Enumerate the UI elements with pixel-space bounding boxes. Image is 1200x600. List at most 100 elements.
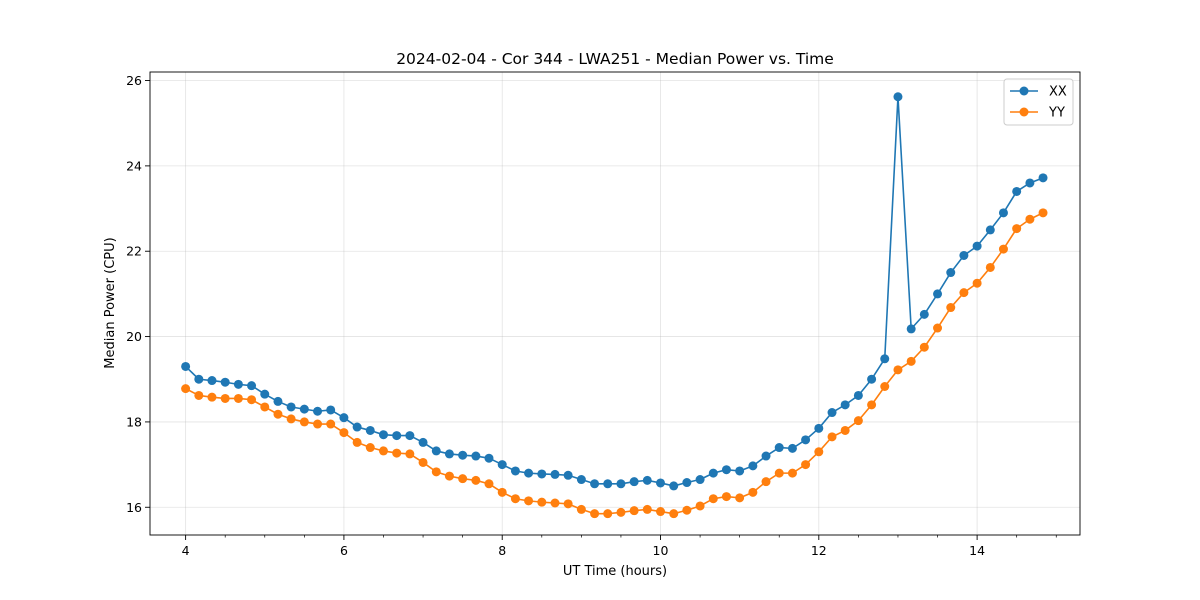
data-point-xx <box>590 479 600 489</box>
data-point-yy <box>260 402 270 412</box>
data-point-xx <box>378 430 388 440</box>
data-point-yy <box>458 474 468 484</box>
y-tick-label: 20 <box>126 329 142 344</box>
data-point-yy <box>985 262 995 272</box>
data-point-yy <box>563 499 573 509</box>
data-point-xx <box>220 377 230 387</box>
data-point-yy <box>695 501 705 511</box>
data-point-xx <box>748 461 758 471</box>
x-tick-label: 14 <box>969 543 985 558</box>
data-point-xx <box>867 374 877 384</box>
data-point-xx <box>959 250 969 260</box>
data-point-yy <box>365 443 375 453</box>
data-point-xx <box>972 241 982 251</box>
data-point-xx <box>682 478 692 488</box>
data-point-xx <box>181 361 191 371</box>
x-tick-label: 8 <box>498 543 506 558</box>
y-tick-label: 18 <box>126 414 142 429</box>
data-point-yy <box>801 460 811 470</box>
data-point-yy <box>392 448 402 458</box>
data-point-yy <box>603 509 613 519</box>
data-point-xx <box>998 208 1008 218</box>
data-point-xx <box>933 289 943 299</box>
data-point-yy <box>682 505 692 515</box>
data-point-xx <box>313 406 323 416</box>
data-point-yy <box>484 479 494 489</box>
data-point-yy <box>524 496 534 506</box>
data-point-xx <box>656 478 666 488</box>
data-point-yy <box>919 342 929 352</box>
data-point-yy <box>840 425 850 435</box>
data-point-xx <box>431 446 441 456</box>
data-point-xx <box>550 469 560 479</box>
data-point-yy <box>1038 208 1048 218</box>
data-point-yy <box>827 432 837 442</box>
data-point-yy <box>656 507 666 517</box>
data-point-yy <box>629 506 639 516</box>
data-point-xx <box>339 413 349 423</box>
data-point-xx <box>893 92 903 102</box>
data-point-yy <box>537 497 547 507</box>
data-point-xx <box>207 376 217 386</box>
data-point-yy <box>933 323 943 333</box>
data-point-xx <box>194 374 204 384</box>
data-point-yy <box>286 414 296 424</box>
data-point-yy <box>378 446 388 456</box>
data-point-yy <box>326 419 336 429</box>
data-point-xx <box>444 449 454 459</box>
y-tick-label: 16 <box>126 500 142 515</box>
legend-label-xx: XX <box>1049 85 1067 100</box>
data-point-xx <box>695 475 705 485</box>
data-point-xx <box>537 469 547 479</box>
legend: XX YY <box>1003 78 1074 126</box>
data-point-xx <box>484 453 494 463</box>
data-point-yy <box>510 494 520 504</box>
chart-title: 2024-02-04 - Cor 344 - LWA251 - Median P… <box>396 50 834 68</box>
data-point-xx <box>1025 178 1035 188</box>
data-point-yy <box>352 437 362 447</box>
data-point-yy <box>207 392 217 402</box>
data-point-yy <box>418 457 428 467</box>
y-tick-label: 22 <box>126 244 142 259</box>
data-point-yy <box>550 498 560 508</box>
data-point-xx <box>985 225 995 235</box>
data-point-xx <box>880 354 890 364</box>
data-point-xx <box>946 268 956 278</box>
data-point-xx <box>721 465 731 475</box>
y-tick-label: 24 <box>126 158 142 173</box>
data-point-yy <box>893 365 903 375</box>
data-point-xx <box>603 479 613 489</box>
data-point-xx <box>352 422 362 432</box>
data-point-yy <box>972 278 982 288</box>
data-point-yy <box>181 384 191 394</box>
data-point-xx <box>629 477 639 487</box>
data-point-yy <box>787 468 797 478</box>
data-point-xx <box>233 379 243 389</box>
legend-marker-yy <box>1019 107 1029 117</box>
data-point-yy <box>853 416 863 426</box>
data-point-yy <box>867 400 877 410</box>
tick-layer: 4 6 8 10 12 14 16 18 20 22 24 26 <box>126 73 1057 558</box>
data-point-xx <box>273 396 283 406</box>
data-point-yy <box>959 288 969 298</box>
data-point-xx <box>642 475 652 485</box>
data-point-yy <box>906 356 916 366</box>
x-tick-label: 12 <box>811 543 827 558</box>
data-point-yy <box>774 468 784 478</box>
legend-label-yy: YY <box>1048 106 1065 121</box>
data-point-xx <box>1038 173 1048 183</box>
y-axis-label: Median Power (CPU) <box>103 237 118 368</box>
data-point-xx <box>471 451 481 461</box>
data-point-yy <box>471 475 481 485</box>
data-point-yy <box>590 509 600 519</box>
data-point-yy <box>669 509 679 519</box>
data-point-xx <box>735 466 745 476</box>
data-point-xx <box>365 425 375 435</box>
data-point-xx <box>853 390 863 400</box>
data-point-xx <box>827 408 837 418</box>
data-point-xx <box>774 443 784 453</box>
data-point-xx <box>524 468 534 478</box>
data-point-yy <box>946 303 956 313</box>
data-point-yy <box>576 504 586 514</box>
